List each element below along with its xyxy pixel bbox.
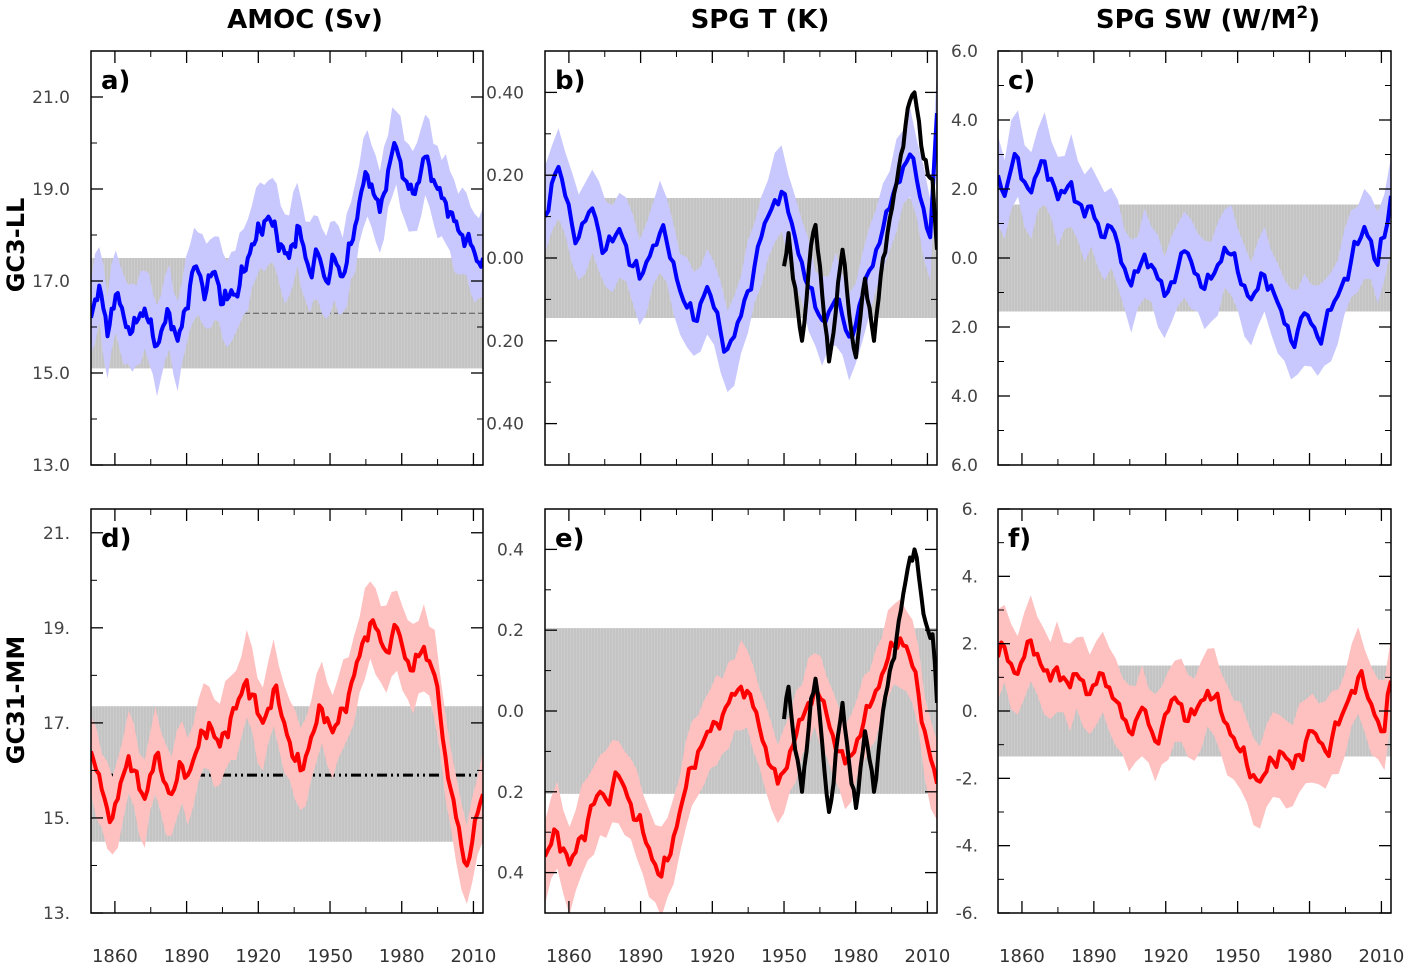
ensemble-spread: [91, 581, 483, 904]
y-tick-label: 15.: [43, 809, 70, 829]
x-tick-label: 2010: [1359, 946, 1405, 964]
x-tick-label: 1980: [1287, 946, 1333, 964]
y-tick-label: 17.: [43, 714, 70, 734]
ensemble-mean-line: [998, 151, 1391, 350]
y-tick-label: 0.: [962, 702, 978, 722]
row-title-gc31-mm: GC31-MM: [2, 636, 30, 764]
y-tick-label: 13.: [43, 904, 70, 924]
y-tick-label: 0.40: [486, 415, 524, 435]
x-tick-label: 1920: [1143, 946, 1189, 964]
y-tick-label: 17.0: [32, 272, 70, 292]
x-tick-label: 1860: [92, 946, 138, 964]
x-tick-label: 1890: [164, 946, 210, 964]
panel-f: 6. 4. 2. 0. -2. -4. -6. 1860 1890 1920 1950 1980 201…: [956, 500, 1405, 964]
y-tick-label: 19.0: [32, 180, 70, 200]
column-title-spg-sw-main: SPG SW (W/M: [1096, 5, 1297, 35]
ensemble-spread: [998, 110, 1391, 380]
column-title-spg-sw: SPG SW (W/M2): [1096, 3, 1320, 35]
plot-area: [91, 581, 483, 904]
y-tick-label: 2.: [962, 635, 978, 655]
y-tick-label: 0.4: [497, 540, 524, 560]
y-tick-label: 0.20: [486, 332, 524, 352]
y-tick-label: 21.0: [32, 88, 70, 108]
panel-label: d): [101, 524, 132, 554]
x-tick-label: 1980: [833, 946, 879, 964]
y-tick-label: 0.00: [486, 249, 524, 269]
ensemble-spread: [545, 66, 937, 392]
panel-b: 0.40 0.20 0.00 0.20 0.40 b): [486, 50, 938, 466]
x-tick-label: 1950: [1215, 946, 1261, 964]
y-tick-label: 6.: [962, 500, 978, 520]
y-tick-label: -4.: [956, 837, 978, 857]
ensemble-mean-line: [545, 112, 937, 354]
x-tick-label: 1980: [379, 946, 425, 964]
y-tick-label: 0.2: [497, 783, 524, 803]
x-tick-label: 2010: [451, 946, 497, 964]
ensemble-mean-line: [998, 638, 1391, 784]
x-tick-label: 1950: [307, 946, 353, 964]
panel-label: f): [1008, 524, 1031, 554]
y-tick-label: 0.4: [497, 864, 524, 884]
x-tick-label: 1950: [761, 946, 807, 964]
panel-label: b): [555, 66, 586, 96]
x-tick-label: 1890: [1071, 946, 1117, 964]
plot-area: [545, 547, 937, 913]
y-tick-label: 21.: [43, 524, 70, 544]
plot-area: [998, 110, 1391, 380]
x-tick-label: 2010: [905, 946, 951, 964]
panels: 13.015.017.019.021.0a) 0.400.200.000.200.…: [32, 42, 1404, 964]
x-tick-label: 1860: [999, 946, 1045, 964]
y-tick-label: 2.0: [951, 180, 978, 200]
y-tick-label: 0.0: [497, 702, 524, 722]
y-tick-label: 4.0: [951, 111, 978, 131]
panel-d: 13. 15. 17. 19. 21. 1860 1890 1920 1950 1980 2010 d…: [43, 508, 497, 964]
panel-label: a): [101, 66, 130, 96]
panel-a: 13.0 15.0 17.0 19.0 21.0 a): [32, 50, 484, 476]
y-tick-label: 2.0: [951, 318, 978, 338]
y-tick-label: 4.: [962, 567, 978, 587]
column-title-spg-t: SPG T (K): [691, 5, 830, 35]
x-tick-label: 1920: [235, 946, 281, 964]
y-tick-label: 0.0: [951, 249, 978, 269]
plot-frame: [90, 50, 484, 466]
panel-e: 0.4 0.2 0.0 0.2 0.4 1860 1890 1920 1950 1980 2010 e…: [497, 508, 951, 964]
plot-frame: [90, 508, 484, 914]
ensemble-mean-line: [545, 636, 937, 879]
column-title-spg-sw-close: ): [1308, 5, 1320, 35]
y-tick-label: 4.0: [951, 387, 978, 407]
ensemble-mean-line: [91, 140, 483, 349]
y-tick-label: 13.0: [32, 456, 70, 476]
y-tick-label: 0.2: [497, 621, 524, 641]
y-tick-label: -2.: [956, 769, 978, 789]
plot-area: [91, 107, 483, 397]
y-tick-label: 0.20: [486, 166, 524, 186]
observations-line: [782, 90, 937, 364]
row-title-gc3-ll: GC3-LL: [2, 198, 30, 293]
panel-c: 6.0 4.0 2.0 0.0 2.0 4.0 6.0 c): [951, 42, 1392, 476]
x-tick-label: 1860: [546, 946, 592, 964]
y-tick-label: 0.40: [486, 83, 524, 103]
plot-area: [998, 595, 1391, 829]
y-tick-label: 19.: [43, 619, 70, 639]
column-title-spg-sw-sup: 2: [1296, 3, 1308, 23]
panel-label: e): [555, 524, 585, 554]
y-tick-label: 6.0: [951, 456, 978, 476]
y-tick-label: 6.0: [951, 42, 978, 62]
observations-line: [782, 547, 937, 814]
ensemble-mean-line: [91, 618, 483, 868]
panel-label: c): [1008, 66, 1035, 96]
column-title-amoc: AMOC (Sv): [227, 5, 383, 35]
x-tick-label: 1890: [618, 946, 664, 964]
plot-area: [545, 66, 937, 392]
x-tick-label: 1920: [689, 946, 735, 964]
y-tick-label: 15.0: [32, 364, 70, 384]
y-tick-label: -6.: [956, 904, 978, 924]
